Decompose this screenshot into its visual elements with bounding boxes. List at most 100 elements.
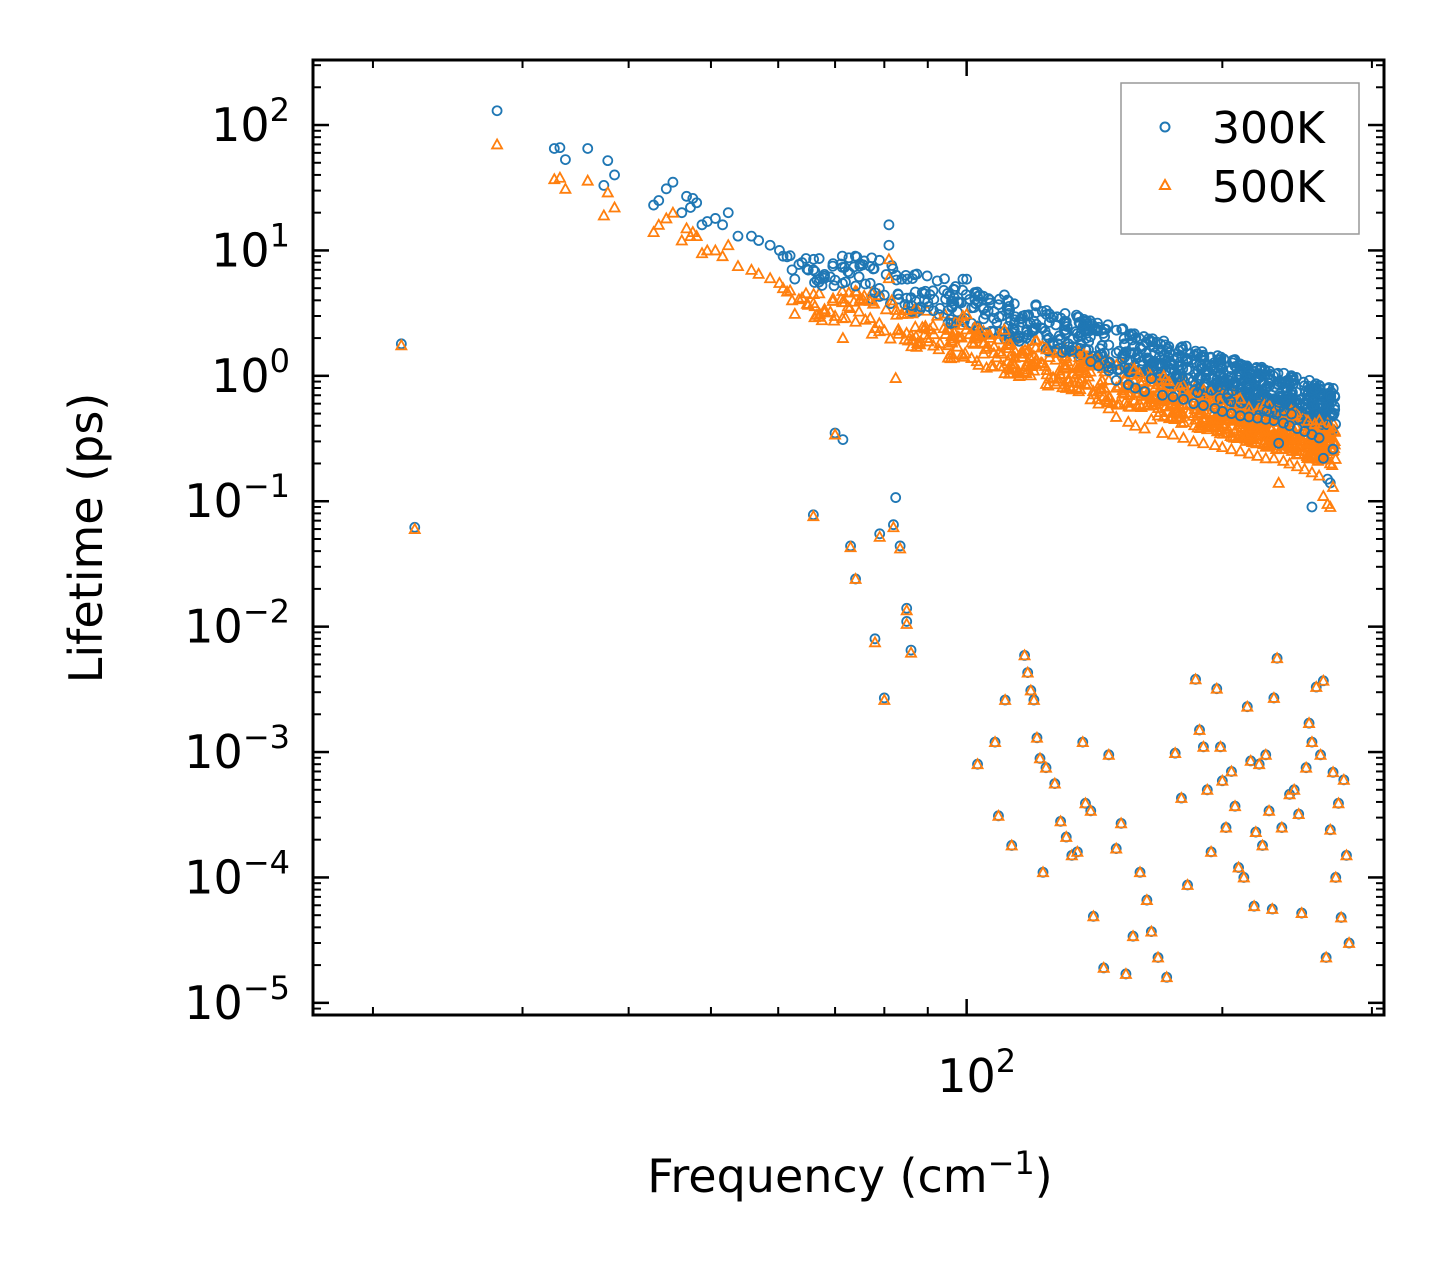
data-point-300k [732, 230, 744, 242]
data-point-500k [1303, 450, 1317, 463]
data-point-500k [868, 321, 882, 334]
data-point-300k [844, 267, 856, 279]
data-point-500k [675, 233, 689, 246]
data-point-300k [681, 190, 692, 202]
data-point-300k [1177, 344, 1189, 356]
data-point-500k [1237, 870, 1251, 883]
data-point-300k [786, 264, 798, 276]
data-point-500k [1119, 967, 1133, 979]
data-point-500k [1187, 434, 1201, 447]
data-point-300k [878, 289, 890, 301]
data-point-300k [1183, 364, 1195, 376]
data-point-500k [1166, 427, 1180, 440]
data-point-500k [1109, 380, 1123, 393]
data-point-500k [1042, 350, 1056, 363]
data-point-500k [981, 340, 995, 352]
data-point-500k [776, 281, 790, 294]
data-point-500k [1224, 429, 1238, 442]
x-axis-label: Frequency (cm−1) [647, 1144, 1052, 1203]
data-point-300k [974, 289, 986, 301]
data-point-500k [1192, 723, 1207, 735]
data-point-500k [1227, 413, 1241, 426]
data-point-500k [971, 757, 985, 770]
data-point-500k [1033, 751, 1047, 764]
data-point-300k [901, 292, 913, 304]
data-point-500k [1290, 428, 1304, 441]
data-point-500k [708, 243, 722, 256]
data-point-500k [608, 200, 622, 213]
data-point-500k [744, 262, 758, 275]
data-point-500k [1076, 735, 1090, 748]
data-point-500k [849, 572, 863, 584]
data-point-500k [1283, 456, 1297, 469]
data-point-500k [1134, 400, 1148, 413]
data-point-300k [1302, 380, 1314, 392]
data-point-500k [941, 350, 955, 363]
data-point-500k [785, 293, 799, 306]
data-point-500k [1008, 350, 1022, 363]
y-tick-label: 10−5 [184, 969, 290, 1030]
data-point-500k [904, 645, 918, 658]
data-point-500k [788, 307, 802, 319]
data-point-500k [1029, 333, 1043, 346]
data-point-500k [1337, 773, 1351, 785]
data-point-500k [1210, 681, 1224, 694]
data-point-500k [891, 323, 905, 336]
data-point-500k [1248, 435, 1262, 447]
data-point-500k [1252, 425, 1266, 438]
data-point-300k [1313, 432, 1325, 444]
data-point-500k [1305, 465, 1319, 478]
data-point-300k [582, 143, 594, 154]
data-point-300k [840, 276, 851, 288]
data-point-300k [996, 310, 1008, 322]
data-point-300k [1028, 325, 1040, 336]
data-point-500k [1060, 354, 1074, 367]
data-point-300k [1207, 373, 1219, 385]
data-point-300k [972, 290, 983, 302]
data-point-300k [1022, 318, 1034, 330]
data-point-300k [874, 254, 885, 266]
data-point-300k [883, 219, 895, 231]
data-point-500k [1092, 396, 1106, 409]
data-point-300k [901, 616, 913, 627]
data-point-500k [1295, 434, 1309, 447]
data-point-500k [1320, 452, 1334, 465]
data-point-300k [957, 273, 969, 285]
data-point-500k [1097, 961, 1111, 973]
data-point-300k [1145, 373, 1157, 385]
data-point-300k [1264, 398, 1276, 410]
data-point-300k [1176, 351, 1188, 363]
data-point-500k [1233, 444, 1247, 457]
data-point-300k [1228, 377, 1240, 388]
data-point-500k [1242, 446, 1256, 459]
data-point-300k [1021, 326, 1033, 338]
data-point-500k [956, 309, 970, 321]
data-point-300k [1200, 372, 1212, 384]
data-point-300k [1119, 339, 1131, 351]
data-point-500k [408, 522, 422, 534]
data-point-500k [1204, 418, 1218, 431]
data-point-500k [808, 310, 822, 323]
data-point-300k [938, 285, 950, 296]
data-point-500k [581, 173, 595, 186]
data-point-500k [900, 603, 914, 616]
data-point-500k [1065, 382, 1079, 395]
data-point-500k [1170, 401, 1184, 414]
data-point-500k [1316, 673, 1330, 686]
data-point-300k [1043, 332, 1055, 344]
data-point-500k [1058, 361, 1072, 374]
data-point-300k [1089, 324, 1101, 336]
data-point-500k [889, 303, 903, 315]
data-point-300k [905, 292, 917, 304]
data-point-300k [1278, 376, 1290, 388]
data-point-300k [796, 257, 808, 268]
data-point-300k [1050, 319, 1062, 331]
data-point-500k [1298, 462, 1312, 475]
data-point-500k [997, 322, 1011, 335]
data-point-300k [1055, 312, 1067, 324]
data-point-500k [1215, 440, 1229, 453]
data-point-500k [1240, 699, 1254, 712]
data-point-300k [853, 271, 865, 283]
data-point-500k [1027, 693, 1041, 705]
y-tick-label: 101 [211, 216, 290, 277]
